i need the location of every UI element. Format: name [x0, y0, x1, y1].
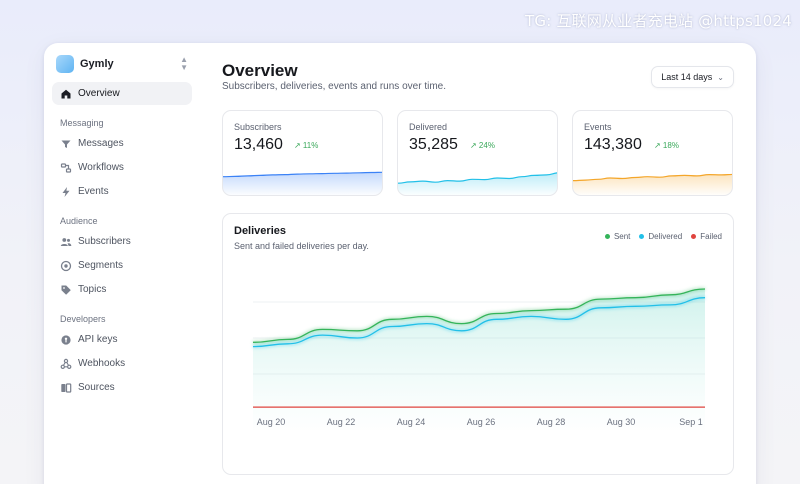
app-window: Gymly ▲ ▼ Overview Messaging Messages Wor… — [44, 43, 756, 484]
sidebar-item-label: Subscribers — [78, 236, 131, 247]
sparkline-area — [223, 172, 382, 195]
sidebar-item-label: Overview — [78, 88, 120, 99]
target-icon — [60, 260, 72, 272]
sidebar-item-segments[interactable]: Segments — [52, 254, 192, 277]
stat-delta: ↗ 18% — [654, 141, 679, 150]
main-content: Overview Subscribers, deliveries, events… — [222, 43, 756, 484]
x-tick-label: Aug 26 — [467, 417, 496, 427]
stat-card-delivered[interactable]: Delivered 35,285 ↗ 24% — [397, 110, 558, 196]
app-logo — [56, 55, 74, 73]
sidebar-item-events[interactable]: Events — [52, 180, 192, 203]
area-sent — [253, 289, 705, 430]
legend-label: Sent — [613, 232, 631, 241]
section-title-messaging: Messaging — [60, 118, 104, 128]
sparkline-line — [223, 171, 382, 178]
filter-icon — [60, 138, 72, 150]
stat-cards: Subscribers 13,460 ↗ 11% Delivered 35,28… — [222, 110, 733, 196]
sidebar-item-label: Workflows — [78, 162, 124, 173]
x-tick-label: Aug 28 — [537, 417, 566, 427]
sidebar-item-label: Messages — [78, 138, 124, 149]
sparkline-area — [398, 172, 557, 195]
tag-icon — [60, 284, 72, 296]
workflow-icon — [60, 162, 72, 174]
date-range-label: Last 14 days — [661, 72, 713, 82]
x-tick-label: Aug 30 — [607, 417, 636, 427]
stat-value: 13,460 — [234, 136, 283, 153]
sidebar-item-webhooks[interactable]: Webhooks — [52, 352, 192, 375]
stat-card-subscribers[interactable]: Subscribers 13,460 ↗ 11% — [222, 110, 383, 196]
sidebar-item-overview[interactable]: Overview — [52, 82, 192, 105]
stat-card-events[interactable]: Events 143,380 ↗ 18% — [572, 110, 733, 196]
legend-label: Failed — [700, 232, 722, 241]
stat-label: Delivered — [409, 122, 448, 132]
sidebar-item-subscribers[interactable]: Subscribers — [52, 230, 192, 253]
webhook-icon — [60, 358, 72, 370]
x-tick-label: Aug 22 — [327, 417, 356, 427]
bolt-icon — [60, 186, 72, 198]
sidebar-item-api-keys[interactable]: API keys — [52, 328, 192, 351]
workspace-name: Gymly — [80, 58, 114, 70]
stat-delta: ↗ 24% — [470, 141, 495, 150]
sidebar-item-label: Events — [78, 186, 109, 197]
legend-dot — [691, 234, 697, 239]
section-title-audience: Audience — [60, 216, 98, 226]
sparkline-line — [573, 173, 732, 182]
series-line-sent — [252, 288, 706, 343]
stat-label: Subscribers — [234, 122, 282, 132]
source-icon — [60, 382, 72, 394]
users-icon — [60, 236, 72, 248]
x-tick-label: Aug 24 — [397, 417, 426, 427]
deliveries-chart: Aug 20 Aug 22 Aug 24 Aug 26 Aug 28 Aug 30 Sep … — [252, 287, 706, 430]
workspace-switcher[interactable]: Gymly ▲ ▼ — [52, 53, 192, 75]
sidebar-item-topics[interactable]: Topics — [52, 278, 192, 301]
sparkline-events — [573, 173, 732, 195]
watermark-text: TG: 互联网从业者充电站 @https1024 — [525, 12, 792, 30]
page-title: Overview — [222, 61, 298, 80]
stat-value: 143,380 — [584, 136, 642, 153]
legend-item-failed[interactable]: Failed — [691, 232, 722, 241]
sparkline-area — [573, 174, 732, 195]
sparkline-subscribers — [223, 171, 382, 195]
series-line-delivered — [252, 297, 706, 348]
panel-title: Deliveries — [234, 225, 286, 237]
home-icon — [60, 88, 72, 100]
deliveries-panel: Deliveries Sent and failed deliveries pe… — [222, 213, 734, 475]
stat-label: Events — [584, 122, 612, 132]
x-tick-label: Aug 20 — [257, 417, 286, 427]
sidebar-item-label: API keys — [78, 334, 118, 345]
sidebar-item-label: Webhooks — [78, 358, 126, 369]
sidebar-item-workflows[interactable]: Workflows — [52, 156, 192, 179]
chevron-updown-icon: ▲ ▼ — [180, 55, 188, 72]
sidebar-item-label: Segments — [78, 260, 124, 271]
x-tick-label: Sep 1 — [679, 417, 703, 427]
date-range-select[interactable]: Last 14 days ⌄ — [651, 66, 734, 88]
panel-subtitle: Sent and failed deliveries per day. — [234, 241, 369, 251]
sidebar-item-label: Topics — [78, 284, 107, 295]
legend-item-sent[interactable]: Sent — [604, 232, 631, 241]
sidebar-item-sources[interactable]: Sources — [52, 376, 192, 399]
sparkline-delivered — [398, 172, 557, 195]
chevron-down-icon: ⌄ — [717, 72, 724, 82]
sidebar-item-messages[interactable]: Messages — [52, 132, 192, 155]
sidebar-item-label: Sources — [78, 382, 115, 393]
legend-item-delivered[interactable]: Delivered — [639, 232, 682, 241]
page-subtitle: Subscribers, deliveries, events and runs… — [222, 81, 446, 92]
chart-legend: Sent Delivered Failed — [604, 232, 722, 241]
key-icon — [60, 334, 72, 346]
legend-label: Delivered — [648, 232, 683, 241]
legend-dot — [604, 234, 610, 239]
sidebar: Gymly ▲ ▼ Overview Messaging Messages Wor… — [44, 43, 200, 484]
stat-delta: ↗ 11% — [294, 141, 319, 150]
sparkline-line — [398, 172, 557, 184]
legend-dot — [639, 234, 645, 239]
stat-value: 35,285 — [409, 136, 458, 153]
section-title-developers: Developers — [60, 314, 106, 324]
